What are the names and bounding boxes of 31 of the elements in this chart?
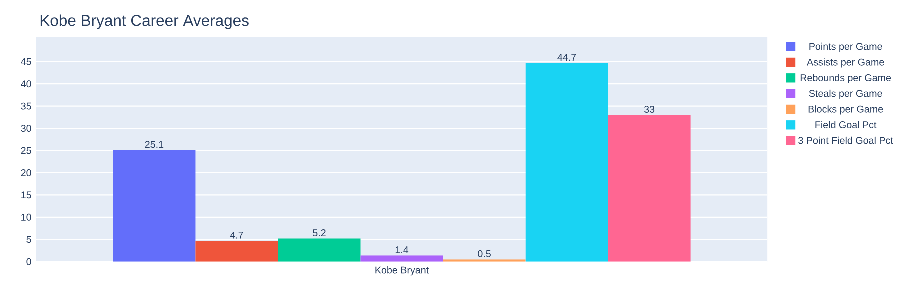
data-label: 44.7 <box>558 54 576 62</box>
data-label: 5.2 <box>313 230 326 237</box>
legend-label: Assists per Game <box>807 58 884 68</box>
legend-label: Points per Game <box>810 43 882 52</box>
bar <box>526 63 608 262</box>
y-tick-label: 20 <box>21 170 32 177</box>
legend-label: Steals per Game <box>809 90 882 100</box>
bar <box>278 238 361 262</box>
legend-label: Field Goal Pct <box>816 122 877 129</box>
data-label: 33 <box>644 106 655 114</box>
y-tick-label: 15 <box>22 192 32 199</box>
x-tick-label: Kobe Bryant <box>376 266 429 276</box>
y-tick-label: 10 <box>22 214 32 222</box>
data-label: 25.1 <box>145 141 164 148</box>
legend-label: Rebounds per Game <box>800 74 892 84</box>
y-tick-label: 25 <box>21 148 32 154</box>
y-tick-label: 0 <box>26 258 32 266</box>
data-label: 1.4 <box>396 246 409 254</box>
chart-title: Kobe Bryant Career Averages <box>40 14 249 30</box>
bar <box>608 115 691 262</box>
y-tick-label: 40 <box>21 80 32 88</box>
y-tick-label: 5 <box>26 236 32 244</box>
legend-label: Blocks per Game <box>808 106 884 115</box>
data-label: 4.7 <box>230 232 244 239</box>
y-tick-label: 30 <box>21 125 32 132</box>
y-tick-label: 45 <box>21 58 32 66</box>
bar <box>196 241 278 262</box>
y-tick-label: 35 <box>21 103 32 110</box>
data-label: 0.5 <box>478 250 491 258</box>
bar <box>113 150 196 262</box>
legend-label: 3 Point Field Goal Pct <box>798 137 894 144</box>
